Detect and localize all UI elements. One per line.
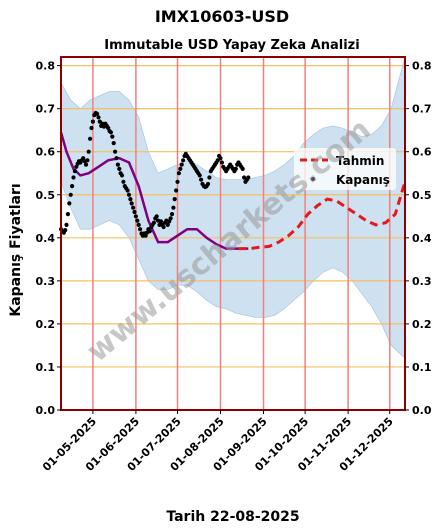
- trend-line: [59, 131, 249, 250]
- y-tick-label-right: 0.6: [412, 146, 432, 159]
- close-point: [121, 179, 126, 184]
- close-point: [136, 222, 141, 227]
- legend-box: [294, 148, 396, 190]
- close-point: [119, 173, 125, 178]
- close-point: [114, 156, 119, 161]
- close-point: [135, 218, 140, 223]
- close-point: [63, 228, 68, 233]
- y-tick-label-left: 0.2: [36, 318, 56, 331]
- close-point: [89, 125, 94, 131]
- legend-close-swatch: [311, 177, 315, 181]
- close-point: [113, 149, 118, 154]
- close-point: [70, 184, 75, 189]
- x-axis: 01-05-202501-06-202501-07-202501-08-2025…: [40, 410, 396, 474]
- y-tick-label-left: 0.5: [36, 189, 56, 202]
- close-point: [174, 188, 179, 193]
- close-point: [178, 166, 183, 171]
- plot-frame: [60, 56, 406, 411]
- close-point: [165, 222, 170, 227]
- y-tick-label-right: 0.3: [412, 275, 432, 288]
- y-tick-label-right: 0.2: [412, 318, 432, 331]
- close-point: [129, 201, 134, 206]
- y-tick-label-left: 0.6: [36, 146, 56, 159]
- close-point: [218, 156, 223, 161]
- close-point: [138, 227, 143, 232]
- y-tick-label-right: 0.1: [412, 361, 432, 374]
- close-point: [197, 173, 202, 178]
- close-point: [85, 158, 90, 163]
- close-point: [67, 201, 72, 206]
- legend-close-label: Kapanış: [336, 173, 390, 187]
- close-point: [207, 175, 212, 180]
- close-point: [71, 175, 76, 180]
- y-tick-label-left: 0.3: [36, 275, 56, 288]
- y-tick-label-right: 0.8: [412, 60, 432, 73]
- x-axis-label: Tarih 22-08-2025: [166, 509, 299, 525]
- close-point: [219, 160, 224, 165]
- close-point: [171, 205, 176, 210]
- close-point: [125, 188, 130, 193]
- close-point: [133, 214, 138, 219]
- forecast-line: [238, 181, 407, 251]
- close-point: [115, 162, 120, 167]
- close-point: [154, 214, 159, 219]
- y-tick-label-left: 0.8: [36, 60, 56, 73]
- close-point: [168, 216, 173, 221]
- close-point: [128, 197, 133, 202]
- close-point: [131, 205, 136, 210]
- close-point: [108, 130, 113, 135]
- y-axis-right: 0.0 0.1 0.2 0.3 0.4 0.5 0.6 0.7 0.8: [405, 60, 432, 417]
- legend-forecast-label: Tahmin: [336, 154, 384, 168]
- y-tick-label-left: 0.7: [36, 103, 56, 116]
- y-axis-left: 0.0 0.1 0.2 0.3 0.4 0.5 0.6 0.7 0.8: [36, 60, 61, 417]
- y-tick-label-left: 0.1: [36, 361, 56, 374]
- y-tick-label-right: 0.4: [412, 232, 432, 245]
- close-point: [175, 179, 180, 184]
- close-point: [126, 192, 132, 197]
- close-point: [68, 192, 73, 197]
- close-point: [169, 212, 175, 217]
- legend: Tahmin Kapanış: [294, 148, 396, 190]
- close-point: [181, 158, 186, 163]
- close-point: [83, 162, 89, 167]
- y-tick-label-right: 0.0: [412, 404, 432, 417]
- y-axis-label: Kapanış Fiyatları: [8, 183, 24, 316]
- close-point: [172, 197, 177, 202]
- y-tick-label-right: 0.5: [412, 189, 432, 202]
- close-point: [95, 111, 100, 116]
- close-point: [246, 175, 251, 180]
- close-point: [86, 149, 91, 154]
- close-point: [233, 166, 238, 171]
- close-point: [117, 166, 122, 171]
- close-point: [176, 171, 181, 176]
- close-point: [199, 177, 204, 182]
- y-tick-label-left: 0.0: [36, 404, 56, 417]
- close-point: [158, 219, 163, 224]
- close-point: [88, 136, 93, 141]
- y-tick-label-right: 0.7: [412, 103, 432, 116]
- close-point: [132, 209, 137, 215]
- close-point: [72, 169, 77, 174]
- close-point: [179, 162, 184, 167]
- close-point: [111, 141, 116, 146]
- close-point: [240, 166, 245, 171]
- close-point: [110, 134, 115, 139]
- page-title: IMX10603-USD: [155, 7, 289, 26]
- y-tick-label-left: 0.4: [36, 232, 56, 245]
- close-point: [64, 222, 69, 227]
- close-point: [151, 220, 156, 225]
- close-point: [147, 229, 152, 234]
- chart-title: Immutable USD Yapay Zeka Analizi: [104, 38, 359, 53]
- close-point: [205, 181, 211, 187]
- confidence-band: [60, 56, 406, 359]
- close-point: [65, 212, 70, 217]
- close-point: [161, 224, 166, 230]
- close-point: [96, 115, 101, 120]
- close-point: [90, 119, 95, 124]
- plot-area: [58, 56, 407, 411]
